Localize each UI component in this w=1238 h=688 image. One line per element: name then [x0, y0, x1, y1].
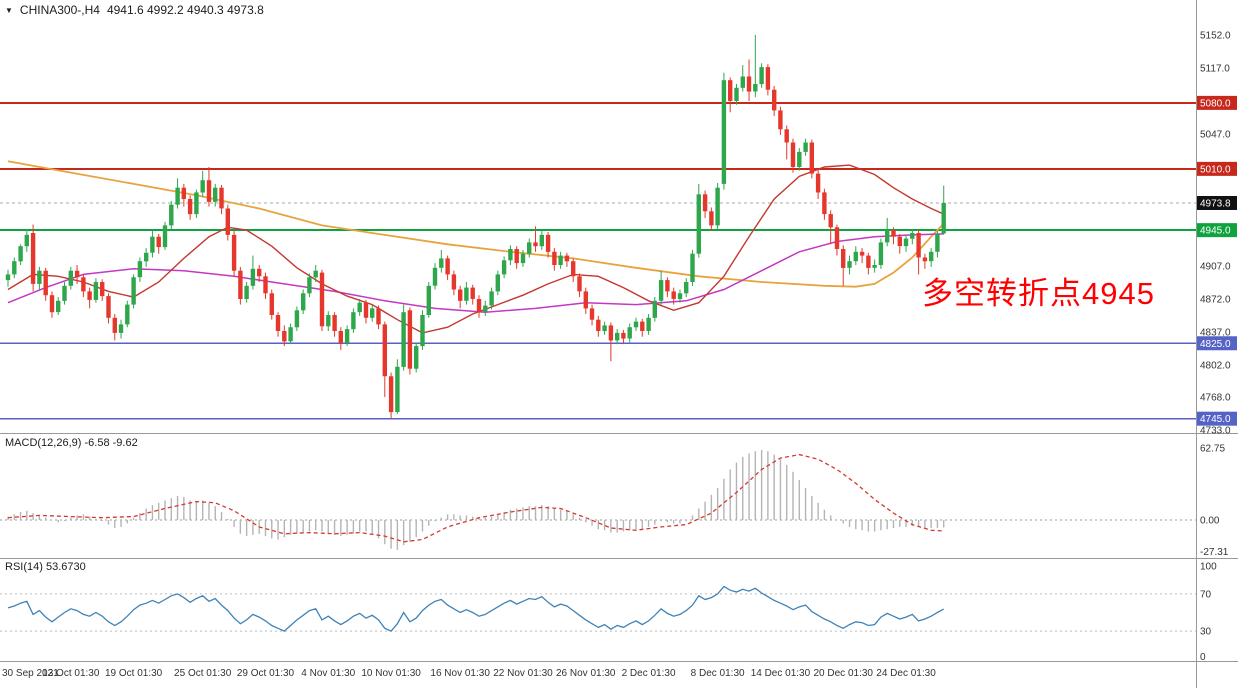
- symbol-timeframe: CHINA300-,H4: [19, 3, 100, 17]
- date-axis-label: 16 Nov 01:30: [430, 668, 490, 679]
- price-axis-label: 4872.0: [1200, 294, 1231, 305]
- price-axis-label: 4802.0: [1200, 360, 1231, 371]
- date-axis-label: 20 Dec 01:30: [813, 668, 873, 679]
- macd-values: -6.58 -9.62: [84, 437, 138, 449]
- price-axis-label: 4907.0: [1200, 261, 1231, 272]
- ohlc-values: 4941.6 4992.2 4940.3 4973.8: [106, 3, 264, 17]
- rsi-label: RSI(14): [5, 561, 43, 573]
- macd-axis-label: 62.75: [1200, 444, 1225, 455]
- date-axis-label: 13 Oct 01:30: [42, 668, 100, 679]
- date-axis-label: 2 Dec 01:30: [622, 668, 676, 679]
- price-badge-4945.0: [1197, 223, 1237, 238]
- rsi-axis-label: 70: [1200, 589, 1212, 600]
- price-axis-label: 4733.0: [1200, 425, 1231, 436]
- price-badge-text: 4745.0: [1200, 414, 1231, 425]
- date-axis-label: 25 Oct 01:30: [174, 668, 232, 679]
- date-axis-label: 4 Nov 01:30: [301, 668, 355, 679]
- macd-axis-label: 0.00: [1200, 516, 1220, 527]
- date-axis-label: 30 Sep 2021: [2, 668, 59, 679]
- price-badge-4825.0: [1197, 336, 1237, 351]
- price-axis-label: 5152.0: [1200, 31, 1231, 42]
- price-axis-label: 4837.0: [1200, 327, 1231, 338]
- ma-orange-line: [7, 160, 945, 288]
- price-badge-text: 4945.0: [1200, 226, 1231, 237]
- rsi-axis-label: 0: [1200, 652, 1206, 663]
- date-axis-label: 24 Dec 01:30: [876, 668, 936, 679]
- price-axis-label: 5047.0: [1200, 129, 1231, 140]
- macd-signal-line: [7, 453, 944, 543]
- price-badge-text: 5080.0: [1200, 98, 1231, 109]
- date-axis-label: 8 Dec 01:30: [691, 668, 745, 679]
- price-axis-label: 4768.0: [1200, 392, 1231, 403]
- rsi-axis-label: 30: [1200, 627, 1212, 638]
- macd-histogram: [7, 450, 945, 550]
- date-axis-label: 19 Oct 01:30: [105, 668, 163, 679]
- ma-red-line: [7, 164, 944, 334]
- annotation-text: 多空转折点4945: [922, 276, 1155, 311]
- price-badge-4745.0: [1197, 411, 1237, 426]
- date-axis-label: 14 Dec 01:30: [751, 668, 811, 679]
- chart-title: ▼ CHINA300-,H4 4941.6 4992.2 4940.3 4973…: [5, 3, 264, 17]
- price-badge-text: 4825.0: [1200, 339, 1231, 350]
- symbol-dropdown-icon[interactable]: ▼: [5, 5, 13, 15]
- macd-label: MACD(12,26,9): [5, 437, 82, 449]
- price-badge-4973.8: [1197, 195, 1237, 210]
- price-badge-5010.0: [1197, 161, 1237, 176]
- price-badge-text: 5010.0: [1200, 164, 1231, 175]
- date-axis-label: 29 Oct 01:30: [237, 668, 295, 679]
- rsi-value: 53.6730: [45, 561, 86, 573]
- macd-panel-label: MACD(12,26,9) -6.58 -9.62: [5, 437, 138, 449]
- date-axis-label: 22 Nov 01:30: [493, 668, 553, 679]
- rsi-panel-label: RSI(14) 53.6730: [5, 561, 86, 573]
- rsi-line: [7, 585, 945, 632]
- date-axis-label: 10 Nov 01:30: [361, 668, 421, 679]
- macd-axis-label: -27.31: [1200, 547, 1229, 558]
- ma-magenta-line: [7, 233, 944, 313]
- rsi-axis-label: 100: [1200, 562, 1217, 573]
- price-axis-label: 5117.0: [1200, 63, 1230, 74]
- candles-layer: [5, 35, 946, 420]
- price-badge-text: 4973.8: [1200, 198, 1231, 209]
- price-badge-5080.0: [1197, 95, 1237, 110]
- date-axis-label: 26 Nov 01:30: [556, 668, 616, 679]
